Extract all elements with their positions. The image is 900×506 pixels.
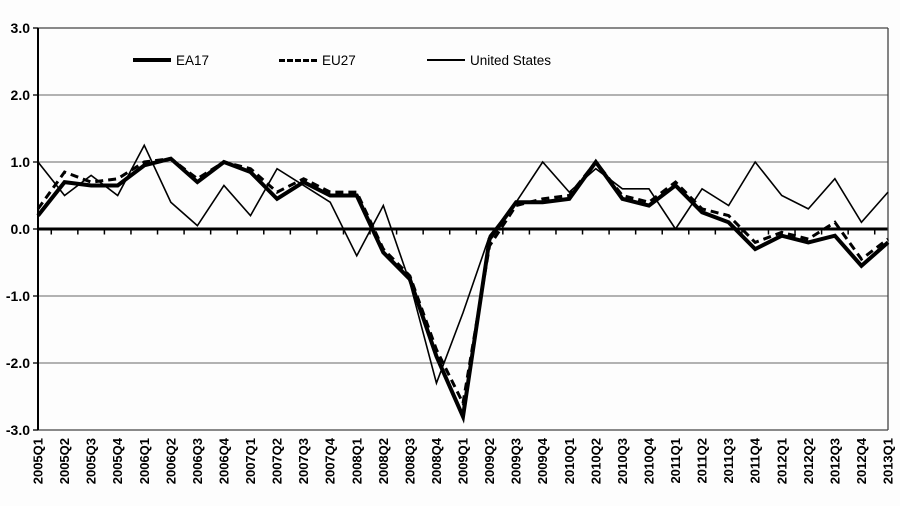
x-axis-label: 2006Q1 [137, 438, 152, 484]
x-axis-label: 2007Q4 [323, 437, 338, 484]
x-axis-label: 2009Q2 [482, 438, 497, 484]
x-axis-label: 2010Q4 [641, 437, 656, 484]
x-axis-label: 2008Q4 [429, 437, 444, 484]
x-axis-label: 2005Q4 [110, 437, 125, 484]
x-axis-label: 2009Q4 [535, 437, 550, 484]
x-axis-label: 2012Q4 [854, 437, 869, 484]
y-axis-label: -3.0 [6, 422, 30, 438]
x-axis-label: 2006Q3 [190, 438, 205, 484]
x-axis-label: 2011Q2 [695, 438, 710, 484]
y-axis-label: -2.0 [6, 355, 30, 371]
x-axis-label: 2007Q3 [296, 438, 311, 484]
y-axis-label: -1.0 [6, 288, 30, 304]
united-states-line [37, 143, 889, 386]
y-axis-label: 3.0 [11, 20, 31, 36]
x-axis-label: 2005Q1 [31, 438, 46, 484]
x-axis-label: 2007Q2 [270, 438, 285, 484]
y-axis-label: 1.0 [11, 154, 31, 170]
x-axis-label: 2010Q2 [588, 438, 603, 484]
x-axis-label: 2010Q1 [562, 438, 577, 484]
x-axis-label: 2007Q1 [243, 438, 258, 484]
x-axis-label: 2009Q1 [456, 438, 471, 484]
x-axis-label: 2008Q1 [349, 438, 364, 484]
y-axis-label: 0.0 [11, 221, 31, 237]
x-axis-label: 2006Q2 [163, 438, 178, 484]
x-axis-label: 2008Q3 [402, 438, 417, 484]
x-axis-label: 2013Q1 [881, 438, 896, 484]
x-axis-label: 2005Q2 [57, 438, 72, 484]
x-axis-label: 2006Q4 [216, 437, 231, 484]
x-axis-label: 2008Q2 [376, 438, 391, 484]
x-axis-label: 2009Q3 [509, 438, 524, 484]
x-axis-label: 2011Q3 [721, 438, 736, 484]
x-axis-label: 2012Q1 [774, 438, 789, 484]
eu27-line [36, 157, 889, 409]
x-axis-label: 2011Q4 [748, 437, 763, 483]
x-axis-label: 2011Q1 [668, 438, 683, 484]
x-axis-label: 2012Q3 [827, 438, 842, 484]
x-axis-label: 2005Q3 [84, 438, 99, 484]
ea17-line [36, 156, 890, 424]
y-axis-label: 2.0 [11, 87, 31, 103]
x-axis-label: 2012Q2 [801, 438, 816, 484]
x-axis-label: 2010Q3 [615, 438, 630, 484]
